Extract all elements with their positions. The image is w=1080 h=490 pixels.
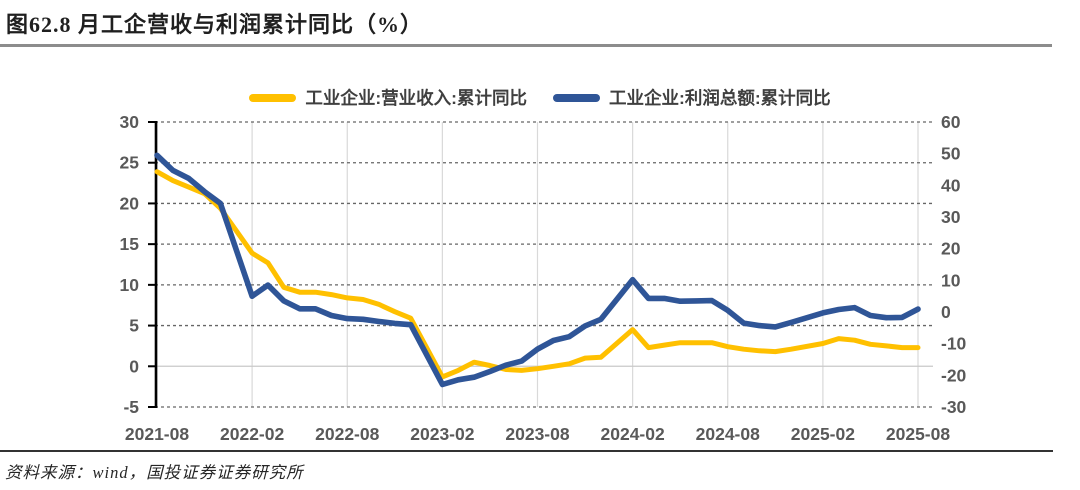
legend-item-profit: 工业企业:利润总额:累计同比 — [553, 85, 831, 110]
right-axis-tick-label: -20 — [941, 365, 967, 385]
title-divider — [0, 44, 1052, 47]
right-axis-tick-label: 20 — [941, 239, 961, 259]
x-axis-tick-label: 2024-08 — [696, 424, 760, 444]
right-axis-tick-label: 10 — [941, 270, 961, 290]
x-axis-tick-label: 2025-08 — [886, 424, 950, 444]
figure-title: 图62.8 月工企营收与利润累计同比（%） — [6, 12, 424, 37]
left-axis-tick-label: 15 — [120, 234, 140, 254]
x-axis-tick-label: 2022-08 — [315, 424, 379, 444]
x-axis-tick-label: 2023-02 — [410, 424, 474, 444]
left-axis-tick-label: 10 — [120, 275, 140, 295]
x-axis-tick-label: 2021-08 — [125, 424, 189, 444]
x-axis-tick-label: 2022-02 — [220, 424, 284, 444]
right-axis-tick-label: -30 — [941, 397, 967, 417]
right-axis-tick-label: 30 — [941, 207, 961, 227]
series-line-profit — [154, 152, 921, 388]
left-axis-tick-label: 25 — [120, 153, 140, 173]
right-axis-tick-label: -10 — [941, 334, 967, 354]
line-swatch-yellow-icon — [249, 93, 297, 102]
source-note: 资料来源：wind，国投证券证券研究所 — [5, 463, 304, 482]
right-axis-tick-label: 40 — [941, 175, 961, 195]
left-axis-tick-label: 20 — [120, 193, 140, 213]
left-axis-tick-label: 30 — [120, 112, 140, 132]
left-axis-tick-label: -5 — [123, 397, 139, 417]
right-axis-tick-label: 0 — [941, 302, 951, 322]
chart-legend: 工业企业:营业收入:累计同比 工业企业:利润总额:累计同比 — [0, 85, 1080, 110]
legend-item-revenue: 工业企业:营业收入:累计同比 — [249, 85, 527, 110]
x-axis-tick-label: 2023-08 — [505, 424, 569, 444]
source-divider — [0, 450, 1053, 452]
line-swatch-blue-icon — [553, 93, 600, 102]
right-axis-tick-label: 50 — [941, 144, 961, 164]
right-axis-tick-label: 60 — [941, 112, 961, 132]
legend-label-revenue: 工业企业:营业收入:累计同比 — [305, 88, 527, 108]
x-axis-tick-label: 2025-02 — [791, 424, 855, 444]
series-line-revenue — [154, 169, 921, 380]
legend-label-profit: 工业企业:利润总额:累计同比 — [609, 88, 831, 108]
x-axis-tick-label: 2024-02 — [601, 424, 665, 444]
left-axis-tick-label: 5 — [129, 316, 139, 336]
left-axis-tick-label: 0 — [129, 356, 139, 376]
